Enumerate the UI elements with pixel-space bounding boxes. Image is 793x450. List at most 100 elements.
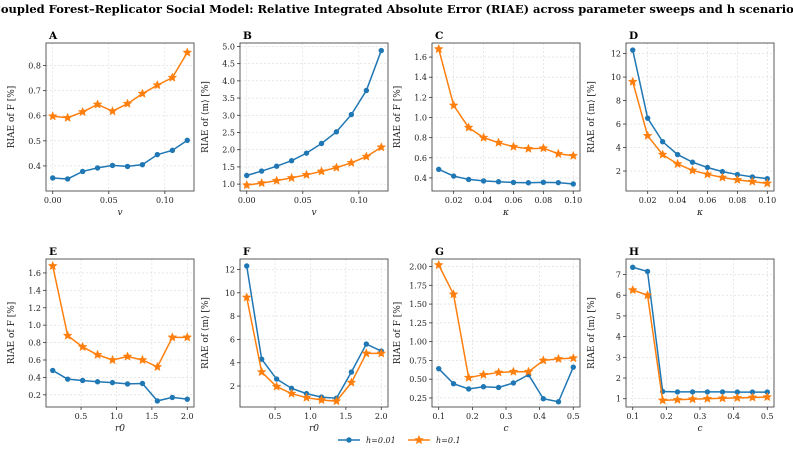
series-h=0.01 bbox=[630, 47, 770, 182]
legend: h=0.01 h=0.1 bbox=[338, 434, 461, 445]
data-point bbox=[92, 349, 103, 359]
y-axis-label: RIAE of ⟨m⟩ [%] bbox=[201, 297, 211, 369]
y-axis-label: RIAE of F [%] bbox=[7, 86, 17, 149]
y-tick-label: 0.5 bbox=[28, 137, 41, 146]
data-point bbox=[644, 115, 651, 121]
legend-label: h=0.1 bbox=[436, 436, 461, 445]
y-tick-label: 1.25 bbox=[409, 319, 427, 328]
x-axis-label: c bbox=[697, 424, 702, 434]
data-point bbox=[672, 394, 683, 404]
y-tick-label: 1.4 bbox=[28, 286, 41, 295]
y-tick-label: 2 bbox=[616, 374, 621, 383]
plot-frame bbox=[431, 42, 581, 192]
y-tick-label: 1.6 bbox=[414, 53, 427, 62]
data-point bbox=[704, 389, 711, 395]
legend-marker bbox=[414, 434, 424, 445]
data-point bbox=[689, 389, 696, 395]
series-h=0.01 bbox=[630, 264, 770, 395]
panel-H: H 0.1 0.2 0.3 0.4 0.5 1 2 3 4 5 6 7 c RIAE of ⟨m⟩ [%] bbox=[587, 246, 775, 434]
data-point bbox=[79, 168, 86, 175]
data-point bbox=[747, 176, 758, 186]
data-point bbox=[94, 379, 101, 385]
data-point bbox=[273, 376, 280, 382]
data-point bbox=[94, 165, 101, 171]
y-tick-label: 3.0 bbox=[222, 111, 235, 120]
series-line bbox=[632, 81, 768, 185]
data-point bbox=[331, 162, 342, 172]
data-point bbox=[465, 386, 472, 392]
x-tick-label: 0.10 bbox=[156, 196, 174, 205]
data-point bbox=[376, 348, 387, 358]
y-tick-label: 1 bbox=[616, 395, 621, 404]
x-axis-label: v bbox=[117, 208, 122, 218]
x-tick-label: 0.05 bbox=[294, 196, 312, 205]
series-line bbox=[438, 168, 574, 185]
x-tick-label: 0.4 bbox=[727, 412, 740, 421]
data-point bbox=[363, 87, 370, 94]
data-point bbox=[286, 172, 297, 183]
y-tick-label: 2.0 bbox=[222, 146, 235, 155]
data-point bbox=[271, 175, 282, 185]
data-point bbox=[762, 391, 773, 402]
y-tick-label: 2 bbox=[616, 167, 621, 176]
data-point bbox=[480, 384, 487, 390]
data-point bbox=[241, 180, 252, 190]
series-line bbox=[438, 366, 574, 403]
x-tick-label: 1.0 bbox=[110, 412, 123, 421]
data-point bbox=[301, 392, 312, 402]
y-axis-label: RIAE of ⟨m⟩ [%] bbox=[587, 297, 597, 369]
y-tick-label: 0.6 bbox=[28, 356, 41, 365]
legend-item-h=0.1: h=0.1 bbox=[408, 434, 461, 445]
panel-F: F 0.5 1.0 1.5 2.0 2 4 6 8 10 12 r0 RIAE of ⟨m⟩ [%] bbox=[201, 246, 389, 434]
series-line bbox=[632, 289, 768, 402]
data-point bbox=[316, 166, 327, 176]
x-tick-label: 0.02 bbox=[639, 196, 657, 205]
data-point bbox=[169, 147, 176, 154]
y-tick-label: 0.4 bbox=[414, 174, 427, 183]
data-point bbox=[256, 366, 267, 377]
series-h=0.01 bbox=[244, 47, 384, 179]
data-point bbox=[463, 372, 474, 382]
x-tick-label: 0.02 bbox=[445, 196, 463, 205]
x-tick-label: 0.05 bbox=[100, 196, 118, 205]
data-point bbox=[64, 176, 71, 182]
y-tick-label: 1.75 bbox=[409, 281, 427, 290]
series-line bbox=[246, 146, 382, 186]
data-point bbox=[555, 179, 562, 186]
data-point bbox=[523, 366, 534, 376]
data-point bbox=[331, 396, 342, 406]
legend-label: h=0.01 bbox=[366, 436, 396, 445]
data-point bbox=[346, 377, 357, 387]
y-axis-label: RIAE of F [%] bbox=[393, 86, 403, 149]
y-tick-label: 4 bbox=[616, 144, 621, 153]
plot-frame bbox=[239, 258, 389, 408]
y-tick-label: 3.5 bbox=[222, 94, 235, 103]
data-point bbox=[495, 179, 502, 185]
y-tick-label: 4 bbox=[616, 333, 621, 342]
data-point bbox=[258, 168, 265, 174]
x-tick-label: 0.04 bbox=[669, 196, 687, 205]
series-h=0.1 bbox=[627, 76, 773, 188]
data-point bbox=[124, 381, 131, 387]
y-axis-label: RIAE of F [%] bbox=[393, 302, 403, 365]
data-point bbox=[734, 171, 741, 178]
data-point bbox=[717, 172, 728, 182]
series-line bbox=[246, 50, 382, 177]
data-point bbox=[568, 150, 579, 160]
data-point bbox=[288, 385, 295, 392]
x-tick-label: 0.5 bbox=[75, 412, 88, 421]
data-point bbox=[286, 388, 297, 398]
data-point bbox=[642, 290, 653, 300]
x-tick-label: 1.5 bbox=[145, 412, 158, 421]
data-point bbox=[137, 354, 148, 365]
x-tick-label: 0.3 bbox=[694, 412, 707, 421]
series-h=0.1 bbox=[47, 260, 193, 372]
y-tick-label: 1.6 bbox=[28, 269, 41, 278]
x-tick-label: 0.08 bbox=[728, 196, 746, 205]
data-point bbox=[107, 106, 118, 116]
data-point bbox=[687, 394, 698, 404]
y-tick-label: 2 bbox=[230, 382, 235, 391]
data-point bbox=[450, 173, 457, 179]
y-tick-label: 2.00 bbox=[409, 263, 427, 272]
series-line bbox=[245, 265, 382, 400]
